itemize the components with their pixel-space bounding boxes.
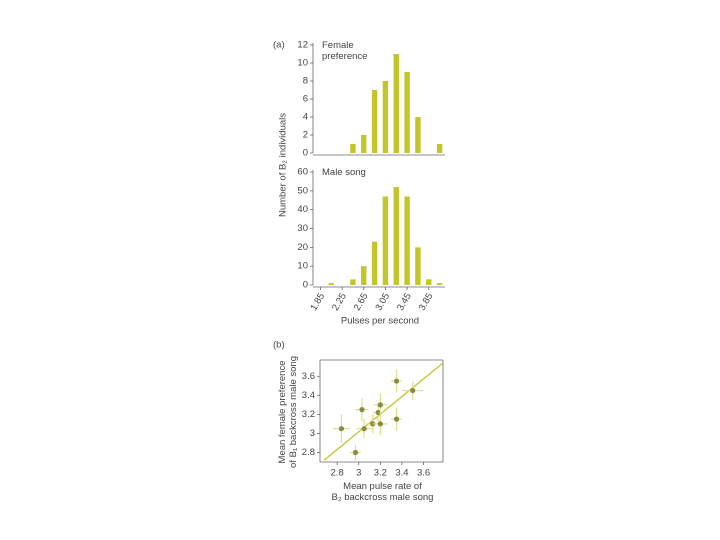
bar	[382, 81, 389, 153]
point	[375, 409, 381, 416]
y-tick-label: 20	[297, 242, 308, 253]
bar	[382, 196, 389, 285]
y-tick-label: 60	[297, 167, 308, 178]
bar	[426, 279, 432, 285]
annotation: Male song	[322, 167, 366, 178]
annotation-line: Female	[322, 40, 354, 51]
x-tick-label: 2.25	[330, 291, 349, 313]
y-tick-label: 2.8	[302, 447, 315, 458]
bar	[404, 72, 410, 153]
x-tick-label: 3.05	[373, 291, 392, 313]
point	[338, 426, 345, 432]
bar	[393, 187, 399, 285]
bar	[361, 266, 367, 285]
bar	[361, 135, 367, 153]
bar	[404, 196, 410, 285]
y-tick-label: 40	[297, 204, 308, 215]
x-axis-label: Pulses per second	[341, 316, 419, 327]
point	[361, 426, 367, 432]
panel-label: (a)	[273, 40, 285, 51]
y-tick-label: 0	[303, 280, 308, 291]
bar	[436, 283, 443, 285]
x-tick-label: 3	[356, 468, 361, 479]
annotation-line: Male song	[322, 167, 366, 178]
bar	[393, 54, 399, 153]
y-tick-label: 3.4	[302, 390, 315, 401]
x-tick-label: 3.6	[417, 468, 430, 479]
bar	[371, 90, 378, 153]
y-tick-label: 8	[303, 76, 308, 87]
x-axis-label-line: B₂ backcross male song	[332, 492, 434, 503]
y-tick-label: 0	[303, 148, 308, 159]
point	[377, 421, 383, 427]
bar	[350, 144, 356, 153]
y-tick-label: 12	[297, 40, 308, 51]
x-tick-label: 3.85	[417, 291, 436, 313]
x-axis-label: Mean pulse rate of B₂ backcross male song	[332, 481, 434, 503]
y-tick-label: 50	[297, 185, 308, 196]
x-tick-label: 2.8	[331, 468, 344, 479]
y-tick-label: 3.6	[302, 371, 315, 382]
bar	[415, 247, 421, 285]
y-tick-label: 3	[310, 428, 315, 439]
y-axis-label-line: of B₁ backcross male song	[288, 356, 299, 468]
fit-line	[323, 362, 444, 461]
y-tick-label: 10	[297, 58, 308, 69]
y-axis-label: Mean female preferenceof B₁ backcross ma…	[277, 356, 299, 468]
point	[393, 416, 400, 422]
y-tick-label: 10	[297, 261, 308, 272]
y-tick-label: 4	[303, 112, 308, 123]
point	[410, 387, 416, 394]
y-tick-label: 3.2	[302, 409, 315, 420]
annotation: Female preference	[322, 40, 367, 62]
bar	[436, 144, 443, 153]
y-axis-label: Number of B₂ individuals	[278, 113, 289, 217]
point	[352, 449, 359, 456]
y-axis-label-line: Mean female preference	[277, 361, 288, 464]
point	[359, 407, 365, 413]
x-tick-label: 2.65	[352, 291, 371, 313]
y-tick-label: 6	[303, 94, 308, 105]
x-tick-label: 3.45	[395, 291, 414, 313]
bar	[371, 241, 378, 285]
point	[377, 402, 383, 408]
annotation-line: preference	[322, 51, 367, 62]
point	[393, 378, 400, 384]
bar	[415, 117, 421, 153]
x-tick-label: 3.2	[374, 468, 387, 479]
bar	[350, 279, 356, 285]
panel-label: (b)	[273, 340, 285, 351]
x-tick-label: 1.85	[308, 291, 327, 313]
x-tick-label: 3.4	[395, 468, 408, 479]
y-tick-label: 30	[297, 223, 308, 234]
y-tick-label: 2	[303, 130, 308, 141]
x-axis-label-line: Mean pulse rate of	[343, 481, 422, 492]
bar	[328, 283, 334, 285]
